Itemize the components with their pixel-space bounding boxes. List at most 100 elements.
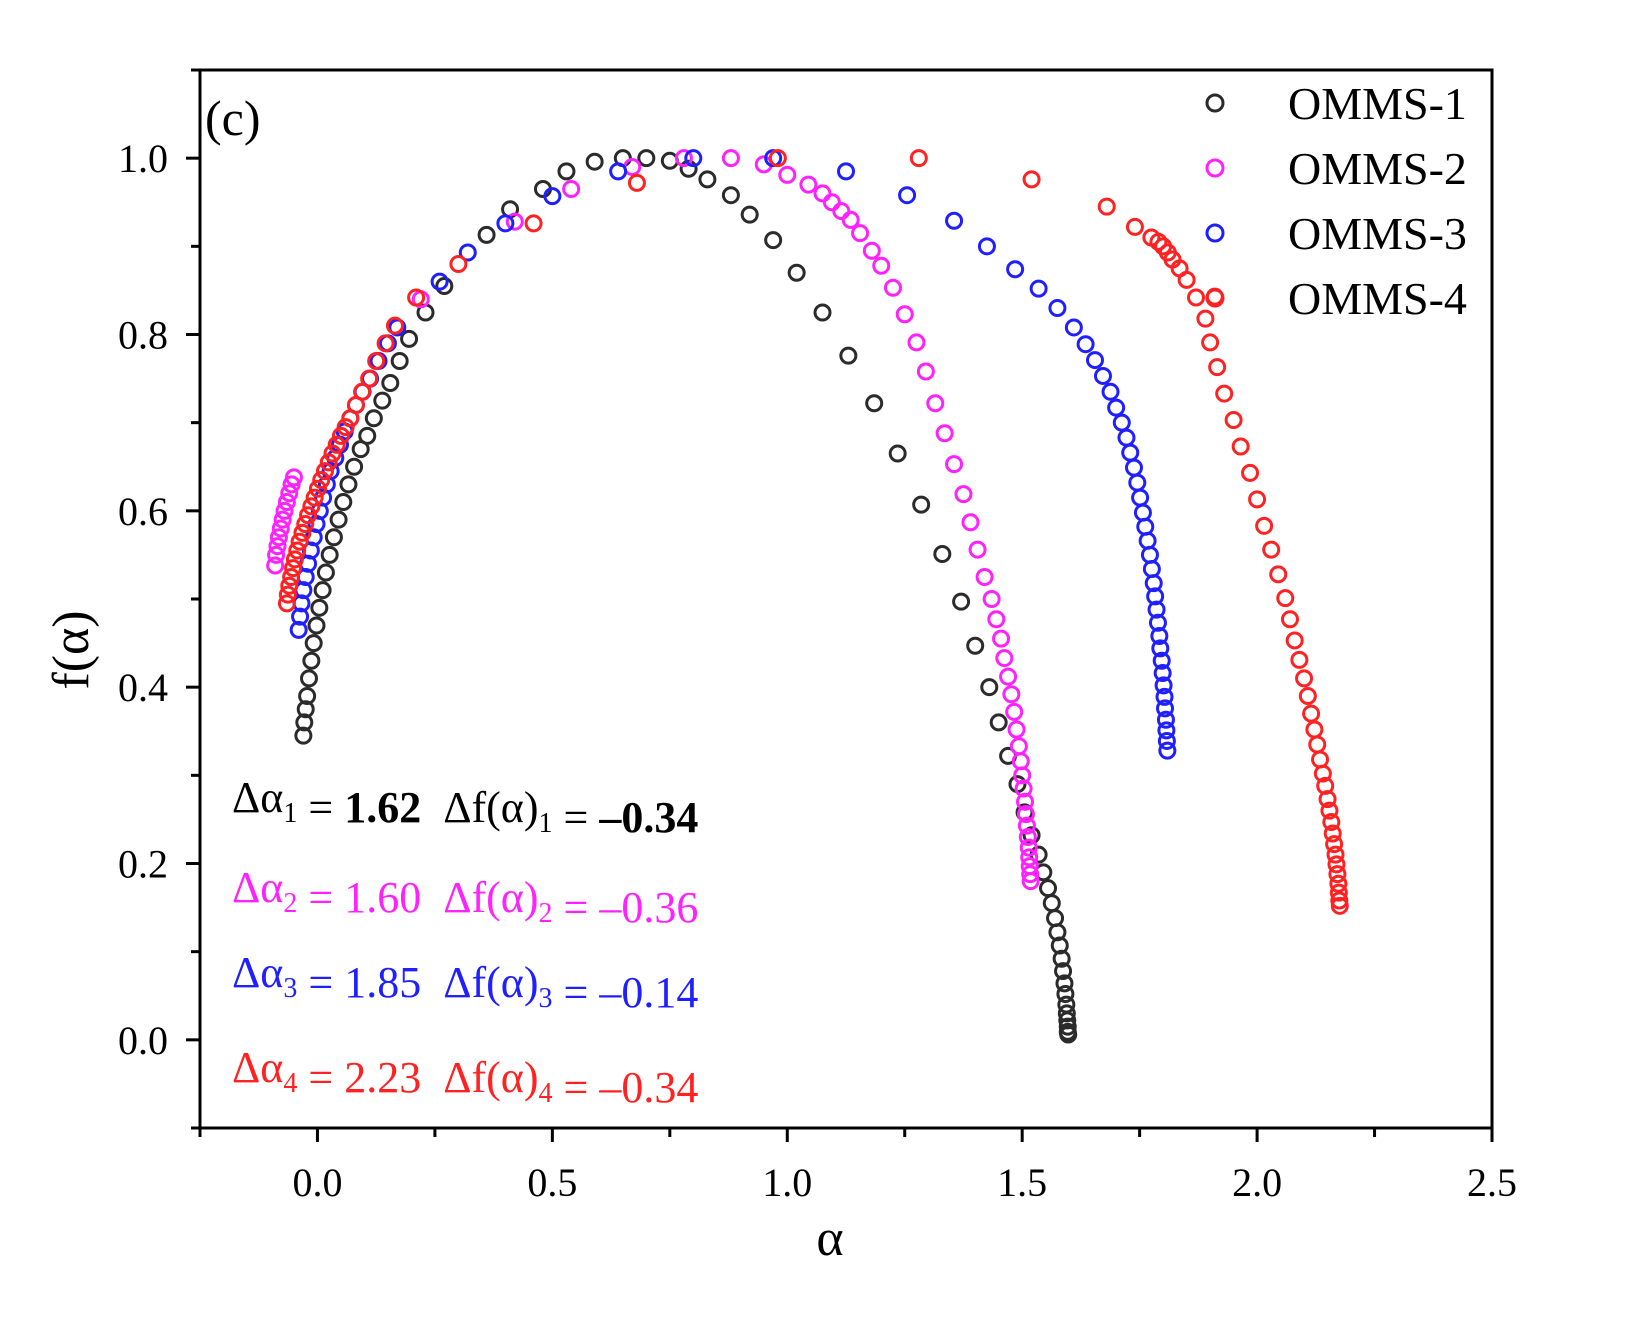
data-point bbox=[968, 540, 987, 559]
annotation-fragment: –0.36 bbox=[598, 883, 698, 932]
data-point bbox=[407, 288, 426, 307]
data-point bbox=[269, 528, 288, 547]
data-point bbox=[294, 726, 313, 745]
data-point bbox=[1020, 848, 1039, 867]
data-point bbox=[995, 649, 1014, 668]
x-tick-label: 0.5 bbox=[527, 1160, 577, 1205]
data-point bbox=[302, 497, 321, 516]
data-point bbox=[1328, 865, 1347, 884]
data-point bbox=[319, 453, 338, 472]
data-point bbox=[952, 592, 971, 611]
y-tick-label: 0.2 bbox=[118, 842, 168, 887]
data-point bbox=[1224, 411, 1243, 430]
data-point bbox=[295, 713, 314, 732]
data-point bbox=[1330, 896, 1349, 915]
data-point bbox=[1042, 894, 1061, 913]
data-point bbox=[839, 346, 858, 365]
data-point bbox=[1329, 874, 1348, 893]
data-point bbox=[907, 333, 926, 352]
data-point bbox=[1022, 170, 1041, 189]
data-point bbox=[1285, 631, 1304, 650]
annotation-fragment: –0.14 bbox=[598, 968, 698, 1017]
data-point bbox=[277, 493, 296, 512]
annotation-fragment: = bbox=[297, 873, 344, 922]
data-point bbox=[1007, 720, 1026, 739]
data-point bbox=[684, 149, 703, 168]
data-point bbox=[637, 149, 656, 168]
data-point bbox=[1262, 540, 1281, 559]
annotation-fragment: 1.85 bbox=[344, 958, 421, 1007]
data-point bbox=[308, 479, 327, 498]
data-point bbox=[1054, 962, 1073, 981]
annotation-line-4: Δα4 = 2.23 Δf(α)4 = –0.34 bbox=[232, 1043, 698, 1112]
data-point bbox=[1177, 270, 1196, 289]
data-point bbox=[987, 610, 1006, 629]
data-point bbox=[296, 515, 315, 534]
data-point bbox=[1150, 627, 1169, 646]
data-point bbox=[345, 457, 364, 476]
data-point bbox=[1021, 865, 1040, 884]
data-point bbox=[277, 594, 296, 613]
data-point bbox=[980, 678, 999, 697]
data-point bbox=[1326, 845, 1345, 864]
annotation-fragment bbox=[421, 873, 443, 922]
data-point bbox=[1196, 309, 1215, 328]
legend-label: OMMS-4 bbox=[1288, 273, 1467, 324]
data-point bbox=[585, 152, 604, 171]
data-point bbox=[764, 231, 783, 250]
data-point bbox=[353, 382, 372, 401]
data-point bbox=[331, 426, 350, 445]
data-point bbox=[278, 585, 297, 604]
annotation-line-1: Δα1 = 1.62 Δf(α)1 = –0.34 bbox=[232, 773, 698, 842]
data-point bbox=[1014, 779, 1033, 798]
data-point bbox=[364, 409, 383, 428]
annotation-fragment: Δα bbox=[232, 948, 283, 997]
data-point bbox=[945, 211, 964, 230]
legend-label: OMMS-3 bbox=[1288, 208, 1467, 259]
data-point bbox=[961, 513, 980, 532]
data-point bbox=[305, 488, 324, 507]
annotation-fragment bbox=[421, 1053, 443, 1102]
data-point bbox=[1305, 720, 1324, 739]
data-point bbox=[291, 607, 310, 626]
data-point bbox=[837, 162, 855, 181]
y-tick-label: 0.0 bbox=[118, 1018, 168, 1063]
data-point bbox=[909, 149, 928, 168]
data-point bbox=[1136, 517, 1155, 536]
data-point bbox=[768, 149, 787, 168]
data-point bbox=[883, 278, 902, 297]
data-point bbox=[430, 272, 449, 291]
annotation-fragment: Δf(α) bbox=[443, 783, 538, 832]
y-axis: 0.0 0.2 0.4 0.6 0.8 1.0 bbox=[118, 68, 200, 1130]
data-point bbox=[1076, 335, 1095, 354]
data-point bbox=[324, 528, 343, 547]
data-point bbox=[1149, 232, 1168, 251]
series-omms-3 bbox=[289, 149, 1177, 760]
data-point bbox=[285, 550, 304, 569]
data-point bbox=[320, 545, 339, 564]
data-point bbox=[1201, 333, 1220, 352]
data-point bbox=[1021, 872, 1040, 891]
data-point bbox=[1327, 855, 1346, 874]
data-point bbox=[284, 468, 303, 487]
data-point bbox=[1058, 1017, 1077, 1036]
data-point bbox=[273, 510, 292, 529]
data-point bbox=[1187, 288, 1206, 307]
annotation-fragment: 4 bbox=[539, 1078, 553, 1109]
data-point bbox=[1318, 790, 1337, 809]
annotation-fragment: 1 bbox=[283, 798, 297, 829]
data-point bbox=[1153, 664, 1172, 683]
data-point bbox=[1016, 805, 1035, 824]
data-point bbox=[1039, 879, 1058, 898]
data-point bbox=[609, 162, 628, 181]
data-point bbox=[358, 426, 377, 445]
data-point bbox=[1005, 702, 1024, 721]
annotation-fragment: Δα bbox=[232, 773, 283, 822]
data-point bbox=[1156, 710, 1175, 729]
data-point bbox=[912, 495, 931, 514]
data-point bbox=[935, 424, 954, 443]
data-point bbox=[1093, 366, 1112, 385]
data-point bbox=[298, 686, 317, 705]
data-point bbox=[740, 205, 759, 224]
series-omms-4 bbox=[277, 149, 1349, 915]
